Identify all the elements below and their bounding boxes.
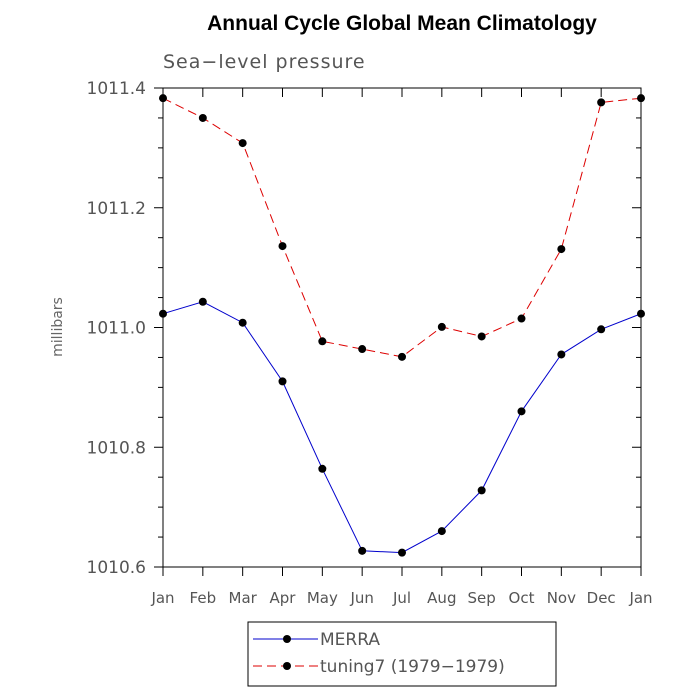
series-0-point [597,325,606,334]
series-0-point [278,377,287,386]
series-1-point [597,98,606,107]
legend-marker-0 [283,635,291,643]
series-0-point [557,350,566,359]
y-tick-label: 1011.4 [87,79,146,99]
chart-subtitle: Sea−level pressure [163,51,366,73]
chart-title: Annual Cycle Global Mean Climatology [207,12,597,35]
x-tick-label: Jan [150,589,174,607]
series-1-point [637,94,645,103]
series-0-point [238,318,247,327]
series-1-point [358,345,367,354]
series-0-point [398,548,406,557]
x-tick-label: Jul [392,589,411,607]
legend-label-0: MERRA [320,630,380,650]
series-points [159,94,645,557]
y-axis-label: millibars [50,297,66,357]
y-tick-label: 1011.2 [87,199,146,219]
legend-box [247,621,557,687]
x-tick-labels: Jan Feb Mar Apr May Jun Jul Aug Sep Oct Nov Dec Jan [150,589,652,607]
y-tick-label: 1011.0 [87,319,146,339]
series-1-point [477,332,486,341]
x-tick-label: Nov [547,589,576,607]
series-1-point [398,352,406,361]
y-tick-labels: 1010.6 1010.8 1011.0 1011.2 1011.4 [87,79,146,578]
series-lines [162,97,642,554]
series-line-0 [162,301,642,554]
x-tick-label: Sep [468,589,496,607]
x-tick-label: Jan [628,589,652,607]
series-0-point [358,546,367,555]
series-1-point [318,337,327,346]
series-1-point [198,113,207,122]
y-tick-label: 1010.8 [87,438,146,458]
x-tick-label: Jun [349,589,373,607]
series-0-point [477,486,486,495]
series-0-point [437,527,446,536]
x-tick-label: May [307,589,338,607]
x-tick-label: Aug [427,589,456,607]
series-0-point [318,464,327,473]
x-tick-label: Mar [229,589,258,607]
legend: MERRA tuning7 (1979−1979) [247,621,557,687]
series-0-point [159,309,167,318]
x-tick-label: Dec [587,589,616,607]
axis-ticks [154,87,642,576]
x-tick-label: Apr [270,589,297,607]
plot-frame [162,87,642,568]
series-0-point [517,407,526,416]
series-0-point [198,297,207,306]
series-1-point [159,94,167,103]
x-tick-label: Feb [190,589,217,607]
series-0-point [637,309,645,318]
legend-label-1: tuning7 (1979−1979) [320,657,505,677]
legend-marker-1 [283,662,291,670]
series-1-point [278,242,287,251]
series-1-point [437,322,446,331]
series-1-point [557,245,566,254]
x-tick-label: Oct [509,589,535,607]
series-1-point [517,314,526,323]
y-tick-label: 1010.6 [87,558,146,578]
series-1-point [238,139,247,148]
